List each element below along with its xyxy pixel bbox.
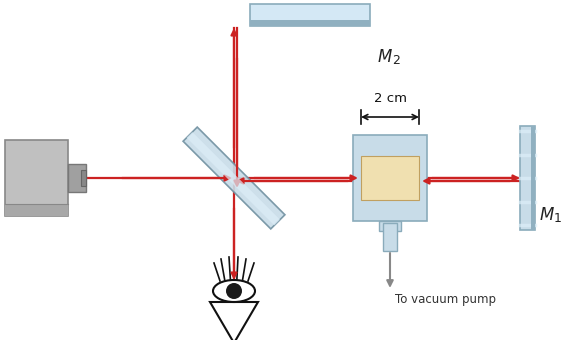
Bar <box>379 221 401 231</box>
Bar <box>250 20 370 26</box>
Text: To vacuum pump: To vacuum pump <box>395 293 496 306</box>
Text: 2: 2 <box>392 54 400 67</box>
Bar <box>250 4 370 26</box>
Bar <box>68 164 86 192</box>
Text: M: M <box>378 48 392 66</box>
Bar <box>520 126 535 230</box>
Text: 2 cm: 2 cm <box>373 92 406 105</box>
Bar <box>531 126 535 230</box>
Bar <box>353 135 427 221</box>
Text: M: M <box>540 206 554 224</box>
Polygon shape <box>183 127 285 229</box>
Bar <box>361 156 419 200</box>
Ellipse shape <box>226 283 242 299</box>
Ellipse shape <box>213 280 255 302</box>
Polygon shape <box>186 132 280 225</box>
Bar <box>5 140 68 216</box>
Text: 1: 1 <box>554 212 562 225</box>
Bar <box>5 204 68 216</box>
Polygon shape <box>210 302 258 340</box>
Bar <box>81 170 86 186</box>
Bar <box>383 223 397 251</box>
